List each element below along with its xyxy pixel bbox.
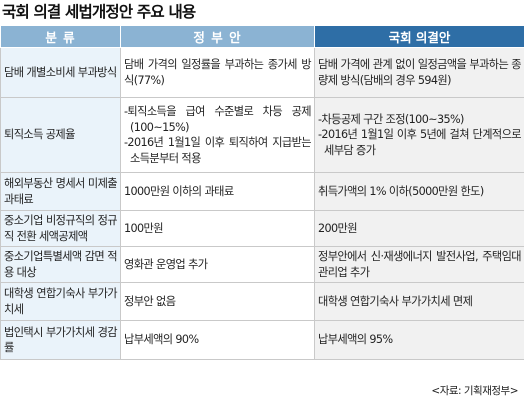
- page-title: 국회 의결 세법개정안 주요 내용: [2, 3, 196, 21]
- header-national-assembly: 국회 의결안: [314, 25, 524, 48]
- cell-text: -2016년 1월1일 이후 퇴직하여 지급받는 소득분부터 적용: [124, 136, 312, 165]
- row-national: 정부안에서 신·재생에너지 발전사업, 주택임대관리업 추가: [314, 246, 524, 283]
- row-government: 100만원: [120, 210, 315, 247]
- row-national: 담배 가격에 관계 없이 일정금액을 부과하는 종량제 방식(담배의 경우 59…: [314, 47, 524, 98]
- row-national: 대학생 연합기숙사 부가가치세 면제: [314, 282, 524, 321]
- row-category: 대학생 연합기숙사 부가가치세: [0, 282, 121, 321]
- row-national: 취득가액의 1% 이하(5000만원 한도): [314, 172, 524, 211]
- cell-text: 취득가액의 1% 이하(5000만원 한도): [318, 184, 484, 198]
- cell-text: -퇴직소득을 급여 수준별로 차등 공제(100~15%): [124, 105, 312, 134]
- row-category: 해외부동산 명세서 미제출 과태료: [0, 172, 121, 211]
- cell-text: 1000만원 이하의 과태료: [124, 184, 234, 198]
- row-national: 납부세액의 95%: [314, 320, 524, 360]
- table-row: 퇴직소득 공제율 -퇴직소득을 급여 수준별로 차등 공제(100~15%) -…: [0, 97, 524, 173]
- table-row: 중소기업특별세액 감면 적용 대상 영화관 운영업 추가 정부안에서 신·재생에…: [0, 246, 524, 283]
- cell-text: 200만원: [318, 221, 358, 235]
- cell-text: 정부안 없음: [124, 294, 176, 308]
- table-row: 해외부동산 명세서 미제출 과태료 1000만원 이하의 과태료 취득가액의 1…: [0, 172, 524, 211]
- row-category: 중소기업특별세액 감면 적용 대상: [0, 246, 121, 283]
- cell-text: -2016년 1월1일 이후 5년에 걸쳐 단계적으로 세부담 증가: [318, 128, 522, 157]
- cell-text: 100만원: [124, 221, 164, 235]
- table-row: 담배 개별소비세 부과방식 담배 가격의 일정률을 부과하는 종가세 방식(77…: [0, 47, 524, 98]
- cell-text: 정부안에서 신·재생에너지 발전사업, 주택임대관리업 추가: [318, 250, 522, 279]
- cell-text: 담배 가격에 관계 없이 일정금액을 부과하는 종량제 방식(담배의 경우 59…: [318, 58, 522, 87]
- row-category: 법인택시 부가가치세 경감률: [0, 320, 121, 360]
- row-national: -차등공제 구간 조정(100~35%) -2016년 1월1일 이후 5년에 …: [314, 97, 524, 173]
- header-government: 정 부 안: [120, 25, 315, 48]
- row-category: 중소기업 비정규직의 정규직 전환 세액공제액: [0, 210, 121, 247]
- row-government: 영화관 운영업 추가: [120, 246, 315, 283]
- row-category: 퇴직소득 공제율: [0, 97, 121, 173]
- cell-text: 대학생 연합기숙사 부가가치세 면제: [318, 294, 473, 308]
- tax-revision-table: 분 류 정 부 안 국회 의결안 담배 개별소비세 부과방식 담배 가격의 일정…: [0, 25, 524, 360]
- cell-text: -차등공제 구간 조정(100~35%): [318, 112, 464, 126]
- cell-text: 담배 가격의 일정률을 부과하는 종가세 방식(77%): [124, 58, 312, 87]
- table-row: 법인택시 부가가치세 경감률 납부세액의 90% 납부세액의 95%: [0, 320, 524, 360]
- table-row: 대학생 연합기숙사 부가가치세 정부안 없음 대학생 연합기숙사 부가가치세 면…: [0, 282, 524, 321]
- row-government: 담배 가격의 일정률을 부과하는 종가세 방식(77%): [120, 47, 315, 98]
- row-government: 정부안 없음: [120, 282, 315, 321]
- table-row: 중소기업 비정규직의 정규직 전환 세액공제액 100만원 200만원: [0, 210, 524, 247]
- row-national: 200만원: [314, 210, 524, 247]
- row-government: 1000만원 이하의 과태료: [120, 172, 315, 211]
- row-category: 담배 개별소비세 부과방식: [0, 47, 121, 98]
- source-credit: <자료: 기획재정부>: [431, 385, 518, 397]
- header-category: 분 류: [0, 25, 121, 48]
- row-government: 납부세액의 90%: [120, 320, 315, 360]
- table-header-row: 분 류 정 부 안 국회 의결안: [0, 25, 524, 48]
- cell-text: 납부세액의 90%: [124, 333, 199, 347]
- cell-text: 납부세액의 95%: [318, 333, 393, 347]
- cell-text: 영화관 운영업 추가: [124, 257, 208, 271]
- row-government: -퇴직소득을 급여 수준별로 차등 공제(100~15%) -2016년 1월1…: [120, 97, 315, 173]
